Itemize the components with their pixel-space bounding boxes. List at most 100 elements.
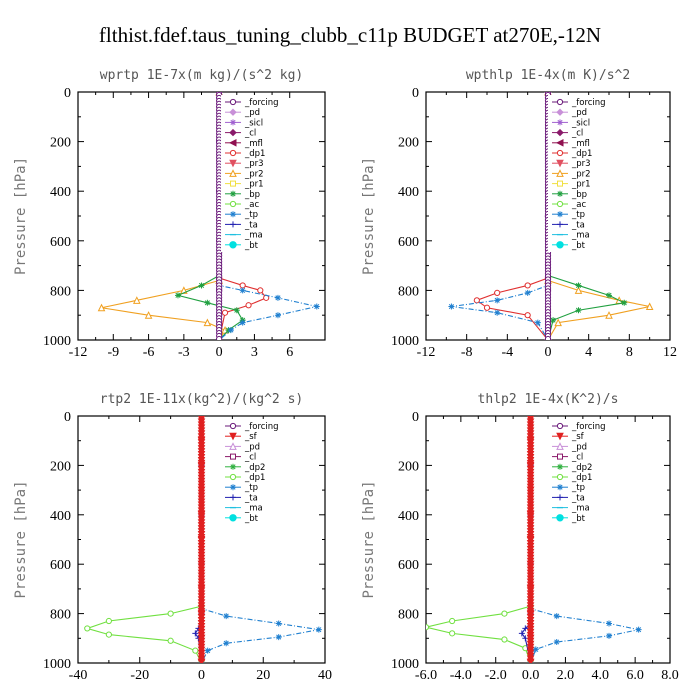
series-dp1 (84, 416, 205, 663)
data-point (449, 630, 456, 637)
x-tick-label: 2.0 (557, 668, 575, 683)
zero-column-markers (526, 416, 535, 663)
data-point (84, 625, 91, 632)
legend-entry: _forcing (552, 98, 606, 108)
x-tick-label: -2.0 (485, 668, 507, 683)
legend: _forcing_sf_pd_cl_dp2_dp1_tp_ta_ma_bt (221, 419, 283, 525)
x-tick-label: -4.0 (450, 668, 472, 683)
data-point (223, 613, 230, 620)
legend-label: _bt (571, 514, 586, 524)
y-tick-label: 600 (398, 558, 419, 573)
legend-label: _dp2 (244, 463, 265, 473)
zero-marker (526, 658, 535, 663)
data-point (448, 303, 455, 310)
data-point (245, 302, 252, 309)
data-point (315, 626, 322, 633)
legend-entry: _ma (225, 231, 263, 241)
legend-entry: _forcing (225, 98, 279, 108)
legend-marker (230, 190, 236, 197)
y-tick-label: 400 (50, 509, 71, 524)
legend-marker (556, 473, 564, 481)
legend-marker (556, 108, 564, 116)
data-point (606, 292, 612, 299)
legend-marker (229, 108, 237, 116)
y-tick-label: 400 (398, 185, 419, 200)
series-line (475, 92, 549, 340)
legend-label: _bt (244, 241, 259, 251)
x-tick-label: -12 (69, 345, 88, 360)
x-tick-label: 12 (663, 345, 677, 360)
x-tick-label: -6 (143, 345, 155, 360)
legend-label: _dp2 (571, 463, 592, 473)
data-point (313, 303, 320, 310)
legend-entry: _dp1 (552, 149, 592, 159)
legend-entry: _dp1 (225, 473, 265, 483)
legend-entry: _ma (552, 231, 590, 241)
y-tick-label: 600 (398, 235, 419, 250)
y-tick-label: 200 (50, 459, 71, 474)
legend-label: _ta (244, 220, 258, 230)
legend-marker (230, 119, 236, 126)
legend-label: _pd (571, 442, 587, 452)
legend-label: _dp1 (244, 149, 265, 159)
legend-marker (556, 432, 564, 441)
legend-entry: _tp (552, 483, 585, 493)
legend-entry: _ma (552, 504, 590, 514)
legend-label: _dp1 (571, 473, 592, 483)
data-point (575, 307, 582, 314)
y-tick-label: 0 (64, 86, 71, 101)
legend: _forcing_pd_sicl_cl_mfl_dp1_pr3_pr2_pr1_… (221, 95, 283, 252)
data-point (144, 311, 153, 319)
series-dp1 (426, 416, 534, 663)
legend-label: _bp (244, 190, 260, 200)
x-tick-label: -20 (130, 668, 149, 683)
data-point (522, 625, 529, 632)
data-point (473, 297, 480, 304)
data-point (167, 610, 174, 617)
x-tick-label: -8 (461, 345, 473, 360)
legend-entry: _pd (552, 108, 587, 118)
data-point (574, 286, 583, 294)
legend-entry: _ac (225, 200, 259, 210)
data-point (203, 318, 212, 327)
legend-label: _bt (244, 514, 259, 524)
legend-entry: _mfl (552, 139, 590, 149)
legend-marker (557, 221, 563, 228)
data-point (494, 289, 501, 296)
legend-marker (557, 180, 563, 187)
series-line (547, 92, 650, 340)
x-tick-label: -12 (417, 345, 436, 360)
legend-entry: _sicl (225, 118, 263, 128)
legend-label: _ma (244, 231, 263, 241)
legend-label: _tp (571, 210, 585, 220)
data-point (223, 640, 230, 647)
data-point (534, 319, 541, 326)
legend-entry: _pr3 (552, 159, 591, 169)
data-point (606, 632, 612, 639)
legend-marker (556, 98, 564, 106)
data-point (606, 620, 612, 627)
legend-marker (229, 442, 237, 450)
legend-entry: _pr1 (225, 180, 264, 190)
y-tick-label: 0 (412, 86, 419, 101)
y-tick-label: 200 (50, 136, 71, 151)
data-point (239, 287, 246, 294)
panel-title: rtp2 1E-11x(kg^2)/(kg^2 s) (100, 392, 304, 407)
legend-entry: _sicl (552, 118, 590, 128)
legend-label: _cl (571, 129, 583, 139)
legend-marker (229, 241, 237, 249)
data-point (133, 296, 141, 304)
x-tick-label: 20 (256, 668, 270, 683)
legend-label: _tp (244, 483, 258, 493)
zero-column-markers (216, 92, 223, 340)
legend-entry: _cl (552, 129, 583, 139)
legend-entry: _ta (225, 220, 258, 230)
data-point (105, 631, 112, 638)
y-tick-label: 400 (50, 185, 71, 200)
legend-entry: _ac (552, 200, 586, 210)
legend-entry: _ta (552, 493, 585, 503)
y-tick-label: 200 (398, 459, 419, 474)
legend-label: _forcing (571, 98, 606, 108)
y-tick-label: 600 (50, 558, 71, 573)
x-tick-label: 0.0 (522, 668, 540, 683)
